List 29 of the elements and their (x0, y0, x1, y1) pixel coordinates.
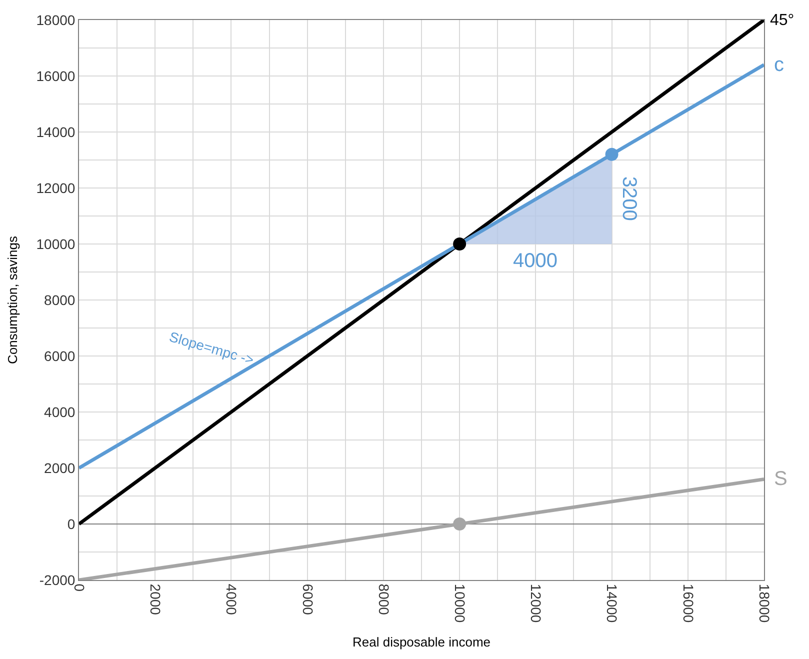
y-tick-label: 6000 (44, 348, 76, 364)
y-tick-label: 16000 (36, 68, 76, 84)
x-tick-label: 14000 (604, 584, 620, 623)
point (453, 238, 466, 250)
annotation: S (774, 468, 788, 490)
x-tick-label: 2000 (148, 584, 164, 616)
y-tick-label: 18000 (36, 12, 76, 28)
y-tick-label: 8000 (44, 292, 76, 308)
x-tick-label: 12000 (528, 584, 544, 623)
annotation: 45° (770, 12, 794, 29)
y-tick-label: 14000 (36, 124, 76, 140)
annotation: 4000 (513, 250, 558, 272)
y-tick-label: 0 (67, 516, 76, 532)
x-tick-label: 6000 (300, 584, 316, 616)
x-tick-label: 10000 (452, 584, 468, 623)
x-tick-label: 16000 (680, 584, 696, 623)
x-tick-label: 8000 (376, 584, 392, 616)
annotation: c (774, 54, 784, 76)
y-tick-label: 12000 (36, 180, 76, 196)
x-tick-label: 4000 (224, 584, 240, 616)
x-tick-label: 18000 (756, 584, 772, 623)
x-axis-title: Real disposable income (352, 634, 491, 650)
y-tick-label: 4000 (44, 404, 76, 420)
y-tick-label: 2000 (44, 460, 76, 476)
point (605, 148, 618, 161)
y-tick-label: 10000 (36, 236, 76, 252)
y-axis-title: Consumption, savings (5, 236, 20, 364)
point (453, 518, 466, 530)
annotation: 3200 (618, 176, 640, 221)
